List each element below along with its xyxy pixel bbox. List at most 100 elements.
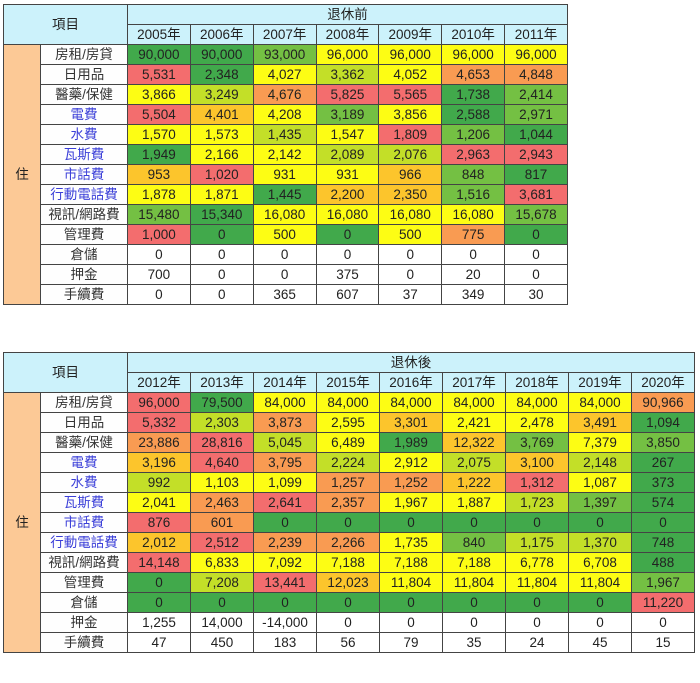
value-cell: 15 [631,632,695,653]
value-cell: 96,000 [441,44,506,65]
value-cell: 0 [504,264,568,285]
item-header: 項目 [3,352,128,393]
value-cell: 6,833 [190,552,254,573]
value-cell: 0 [127,284,191,305]
value-cell: 0 [189,224,254,245]
value-cell: 992 [127,472,191,493]
year-header: 2020年 [631,372,695,393]
value-cell: 4,401 [189,104,254,125]
value-cell: 848 [441,164,506,185]
value-cell: 0 [631,612,695,633]
row-label: 電費 [40,104,128,125]
value-cell: 15,480 [127,204,191,225]
value-cell: 0 [253,592,317,613]
value-cell: 1,222 [442,472,506,493]
value-cell: 0 [378,264,443,285]
value-cell: 0 [505,612,569,633]
value-cell: 0 [442,512,506,533]
value-cell: 966 [378,164,443,185]
value-cell: 2,089 [315,144,380,165]
value-cell: 90,000 [127,44,191,65]
table-row: 瓦斯費 2,041 2,463 2,641 2,357 1,967 1,887 1,723 1,… [4,492,695,513]
row-label: 行動電話費 [40,532,128,553]
value-cell: 1,967 [631,572,695,593]
table-row: 手續費 47 450 183 56 79 35 24 45 15 [4,632,695,653]
value-cell: 37 [378,284,443,305]
table-row: 視訊/網路費 15,480 15,340 16,080 16,080 16,080 16,0… [4,204,568,225]
value-cell: 1,435 [252,124,317,145]
value-cell: 6,778 [505,552,569,573]
value-cell: 3,866 [127,84,191,105]
item-header: 項目 [3,4,128,45]
table-row: 電費 5,504 4,401 4,208 3,189 3,856 2,588 2,971 [4,104,568,125]
value-cell: 1,020 [189,164,254,185]
value-cell: 7,188 [316,552,380,573]
value-cell: 0 [252,244,317,265]
value-cell: 2,512 [190,532,254,553]
value-cell: 1,547 [315,124,380,145]
row-label: 市話費 [40,164,128,185]
value-cell: 79,500 [190,392,254,413]
value-cell: 0 [379,512,443,533]
value-cell: 3,795 [253,452,317,473]
value-cell: 5,825 [315,84,380,105]
value-cell: 1,103 [190,472,254,493]
value-cell: 90,000 [189,44,254,65]
value-cell: 3,850 [631,432,695,453]
value-cell: 2,239 [253,532,317,553]
value-cell: 0 [127,244,191,265]
value-cell: 1,370 [568,532,632,553]
row-label: 水費 [40,124,128,145]
value-cell: 2,463 [190,492,254,513]
value-cell: 1,949 [127,144,191,165]
value-cell: 1,044 [504,124,568,145]
table-row: 押金 700 0 0 375 0 20 0 [4,264,568,285]
value-cell: 1,570 [127,124,191,145]
value-cell: 4,848 [504,64,568,85]
table-row: 押金 1,255 14,000 -14,000 0 0 0 0 0 0 [4,612,695,633]
value-cell: 12,322 [442,432,506,453]
value-cell: 96,000 [504,44,568,65]
value-cell: 840 [442,532,506,553]
value-cell: 1,206 [441,124,506,145]
row-label: 市話費 [40,512,128,533]
value-cell: 2,012 [127,532,191,553]
value-cell: 35 [442,632,506,653]
value-cell: 84,000 [442,392,506,413]
value-cell: 2,142 [252,144,317,165]
row-label: 電費 [40,452,128,473]
table-row: 住房租/房貸 90,000 90,000 93,000 96,000 96,000 96,0… [3,44,568,305]
value-cell: 450 [190,632,254,653]
value-cell: 1,887 [442,492,506,513]
value-cell: 0 [379,612,443,633]
value-cell: 500 [378,224,443,245]
value-cell: 79 [379,632,443,653]
value-cell: 5,565 [378,84,443,105]
value-cell: 0 [253,512,317,533]
value-cell: 0 [442,612,506,633]
value-cell: 7,188 [442,552,506,573]
value-cell: 488 [631,552,695,573]
value-cell: 0 [441,244,506,265]
value-cell: 7,092 [253,552,317,573]
value-cell: 0 [568,612,632,633]
year-header: 2019年 [568,372,632,393]
value-cell: 0 [504,224,568,245]
row-label: 倉儲 [40,244,128,265]
year-header: 2015年 [316,372,380,393]
row-label: 瓦斯費 [40,144,128,165]
value-cell: 0 [315,244,380,265]
value-cell: 365 [252,284,317,305]
value-cell: 1,175 [505,532,569,553]
value-cell: 500 [252,224,317,245]
value-cell: 0 [252,264,317,285]
pre-retirement-expense-table: 項目 退休前 2005年 2006年 2007年 2008年 2009年 2010年 2011年… [3,4,568,305]
year-header: 2012年 [127,372,191,393]
value-cell: 16,080 [315,204,380,225]
value-cell: 2,166 [189,144,254,165]
value-cell: 90,966 [631,392,695,413]
row-label: 視訊/網路費 [40,552,128,573]
value-cell: 2,943 [504,144,568,165]
value-cell: 0 [189,284,254,305]
post-retirement-expense-table: 項目 退休後 2012年 2013年 2014年 2015年 2016年 2017年 2018年… [3,352,695,653]
